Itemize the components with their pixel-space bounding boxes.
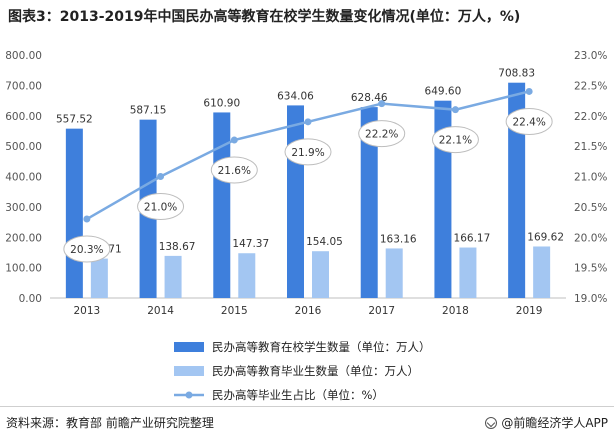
y-left-tick-label: 800.00	[5, 50, 42, 62]
bar-enrolled-value-label: 634.06	[277, 90, 314, 102]
footer-divider	[0, 406, 614, 407]
y-left-tick-label: 0.00	[19, 293, 42, 305]
legend-label-ratio: 民办高等毕业生占比（单位：%）	[212, 388, 384, 402]
ratio-value-label: 22.1%	[439, 135, 472, 147]
bar-enrolled-value-label: 649.60	[425, 86, 462, 98]
ratio-point	[83, 215, 91, 223]
ratio-label-bubble	[505, 107, 553, 135]
ratio-value-label: 21.6%	[218, 165, 251, 177]
legend-swatch-enrolled	[174, 342, 204, 352]
ratio-label-bubble	[63, 235, 111, 263]
bar-enrolled-value-label: 708.83	[498, 68, 535, 80]
bar-graduates	[164, 255, 182, 298]
y-right-tick-label: 22.5%	[574, 80, 607, 92]
ratio-point	[157, 173, 165, 180]
y-left-tick-label: 700.00	[5, 80, 42, 92]
legend-label-enrolled: 民办高等教育在校学生数量（单位：万人）	[212, 340, 431, 354]
bar-enrolled-value-label: 557.52	[56, 114, 93, 126]
source-note: 资料来源：教育部 前瞻产业研究院整理	[6, 416, 214, 430]
brand-logo-icon	[485, 416, 498, 429]
bar-enrolled-value-label: 587.15	[130, 105, 167, 117]
chart-title: 图表3：2013-2019年中国民办高等教育在校学生数量变化情况(单位：万人，%…	[8, 9, 521, 25]
x-tick-label: 2015	[221, 305, 248, 317]
y-right-tick-label: 19.0%	[574, 293, 607, 305]
ratio-label-bubble	[431, 126, 479, 154]
ratio-value-label: 20.3%	[70, 244, 103, 256]
ratio-label-bubble	[210, 156, 258, 184]
x-tick-label: 2019	[516, 305, 543, 317]
y-left-tick-label: 400.00	[5, 172, 42, 184]
x-tick-label: 2016	[295, 305, 322, 317]
y-left-tick-label: 100.00	[5, 263, 42, 275]
bar-enrolled	[508, 82, 526, 298]
bar-graduates-value-label: 147.37	[232, 238, 269, 250]
y-left-tick-label: 500.00	[5, 141, 42, 153]
y-right-tick-label: 20.5%	[574, 202, 607, 214]
legend-swatch-graduates	[174, 366, 204, 376]
y-left-tick-label: 600.00	[5, 111, 42, 123]
ratio-value-label: 21.0%	[144, 202, 177, 214]
y-right-tick-label: 19.5%	[574, 263, 607, 275]
ratio-value-label: 22.4%	[512, 116, 545, 128]
bar-graduates-value-label: 154.05	[306, 236, 343, 248]
x-tick-label: 2014	[147, 305, 174, 317]
ratio-point	[230, 136, 238, 144]
bar-graduates-value-label: 138.67	[159, 241, 196, 253]
bar-graduates	[459, 247, 477, 298]
y-right-tick-label: 20.0%	[574, 232, 607, 244]
ratio-value-label: 22.2%	[365, 129, 398, 141]
bar-enrolled-value-label: 628.46	[351, 92, 388, 104]
x-tick-label: 2013	[73, 305, 100, 317]
bar-graduates	[385, 248, 403, 298]
ratio-point	[451, 106, 459, 114]
legend-swatch-ratio-point	[185, 391, 193, 399]
bar-enrolled	[213, 112, 231, 299]
brand-credit: @前瞻经济学人APP	[485, 414, 608, 431]
y-right-tick-label: 22.0%	[574, 111, 607, 123]
bar-graduates-value-label: 163.16	[380, 233, 417, 245]
ratio-label-bubble	[358, 120, 406, 148]
bar-enrolled	[287, 105, 304, 299]
bar-graduates	[238, 253, 256, 298]
ratio-point	[378, 100, 386, 108]
x-tick-label: 2017	[368, 305, 395, 317]
x-tick-label: 2018	[442, 305, 469, 317]
y-right-tick-label: 21.0%	[574, 172, 607, 184]
bar-graduates-value-label: 166.17	[454, 233, 491, 245]
bar-enrolled-value-label: 610.90	[203, 97, 240, 109]
ratio-label-bubble	[137, 193, 185, 220]
y-right-tick-label: 23.0%	[574, 50, 607, 62]
bar-enrolled	[360, 107, 378, 298]
y-left-tick-label: 300.00	[5, 202, 42, 214]
ratio-point	[525, 87, 533, 95]
bar-graduates-value-label: 169.62	[527, 231, 564, 243]
ratio-point	[304, 118, 312, 126]
bar-graduates	[90, 258, 108, 298]
bar-enrolled	[65, 128, 83, 298]
brand-text: @前瞻经济学人APP	[501, 416, 608, 430]
ratio-label-bubble	[284, 138, 332, 166]
bar-graduates	[533, 246, 551, 298]
y-right-tick-label: 21.5%	[574, 141, 607, 153]
y-left-tick-label: 200.00	[5, 232, 42, 244]
ratio-value-label: 21.9%	[291, 147, 324, 159]
bar-graduates	[312, 251, 329, 298]
legend-label-graduates: 民办高等教育毕业生数量（单位：万人）	[212, 364, 419, 378]
